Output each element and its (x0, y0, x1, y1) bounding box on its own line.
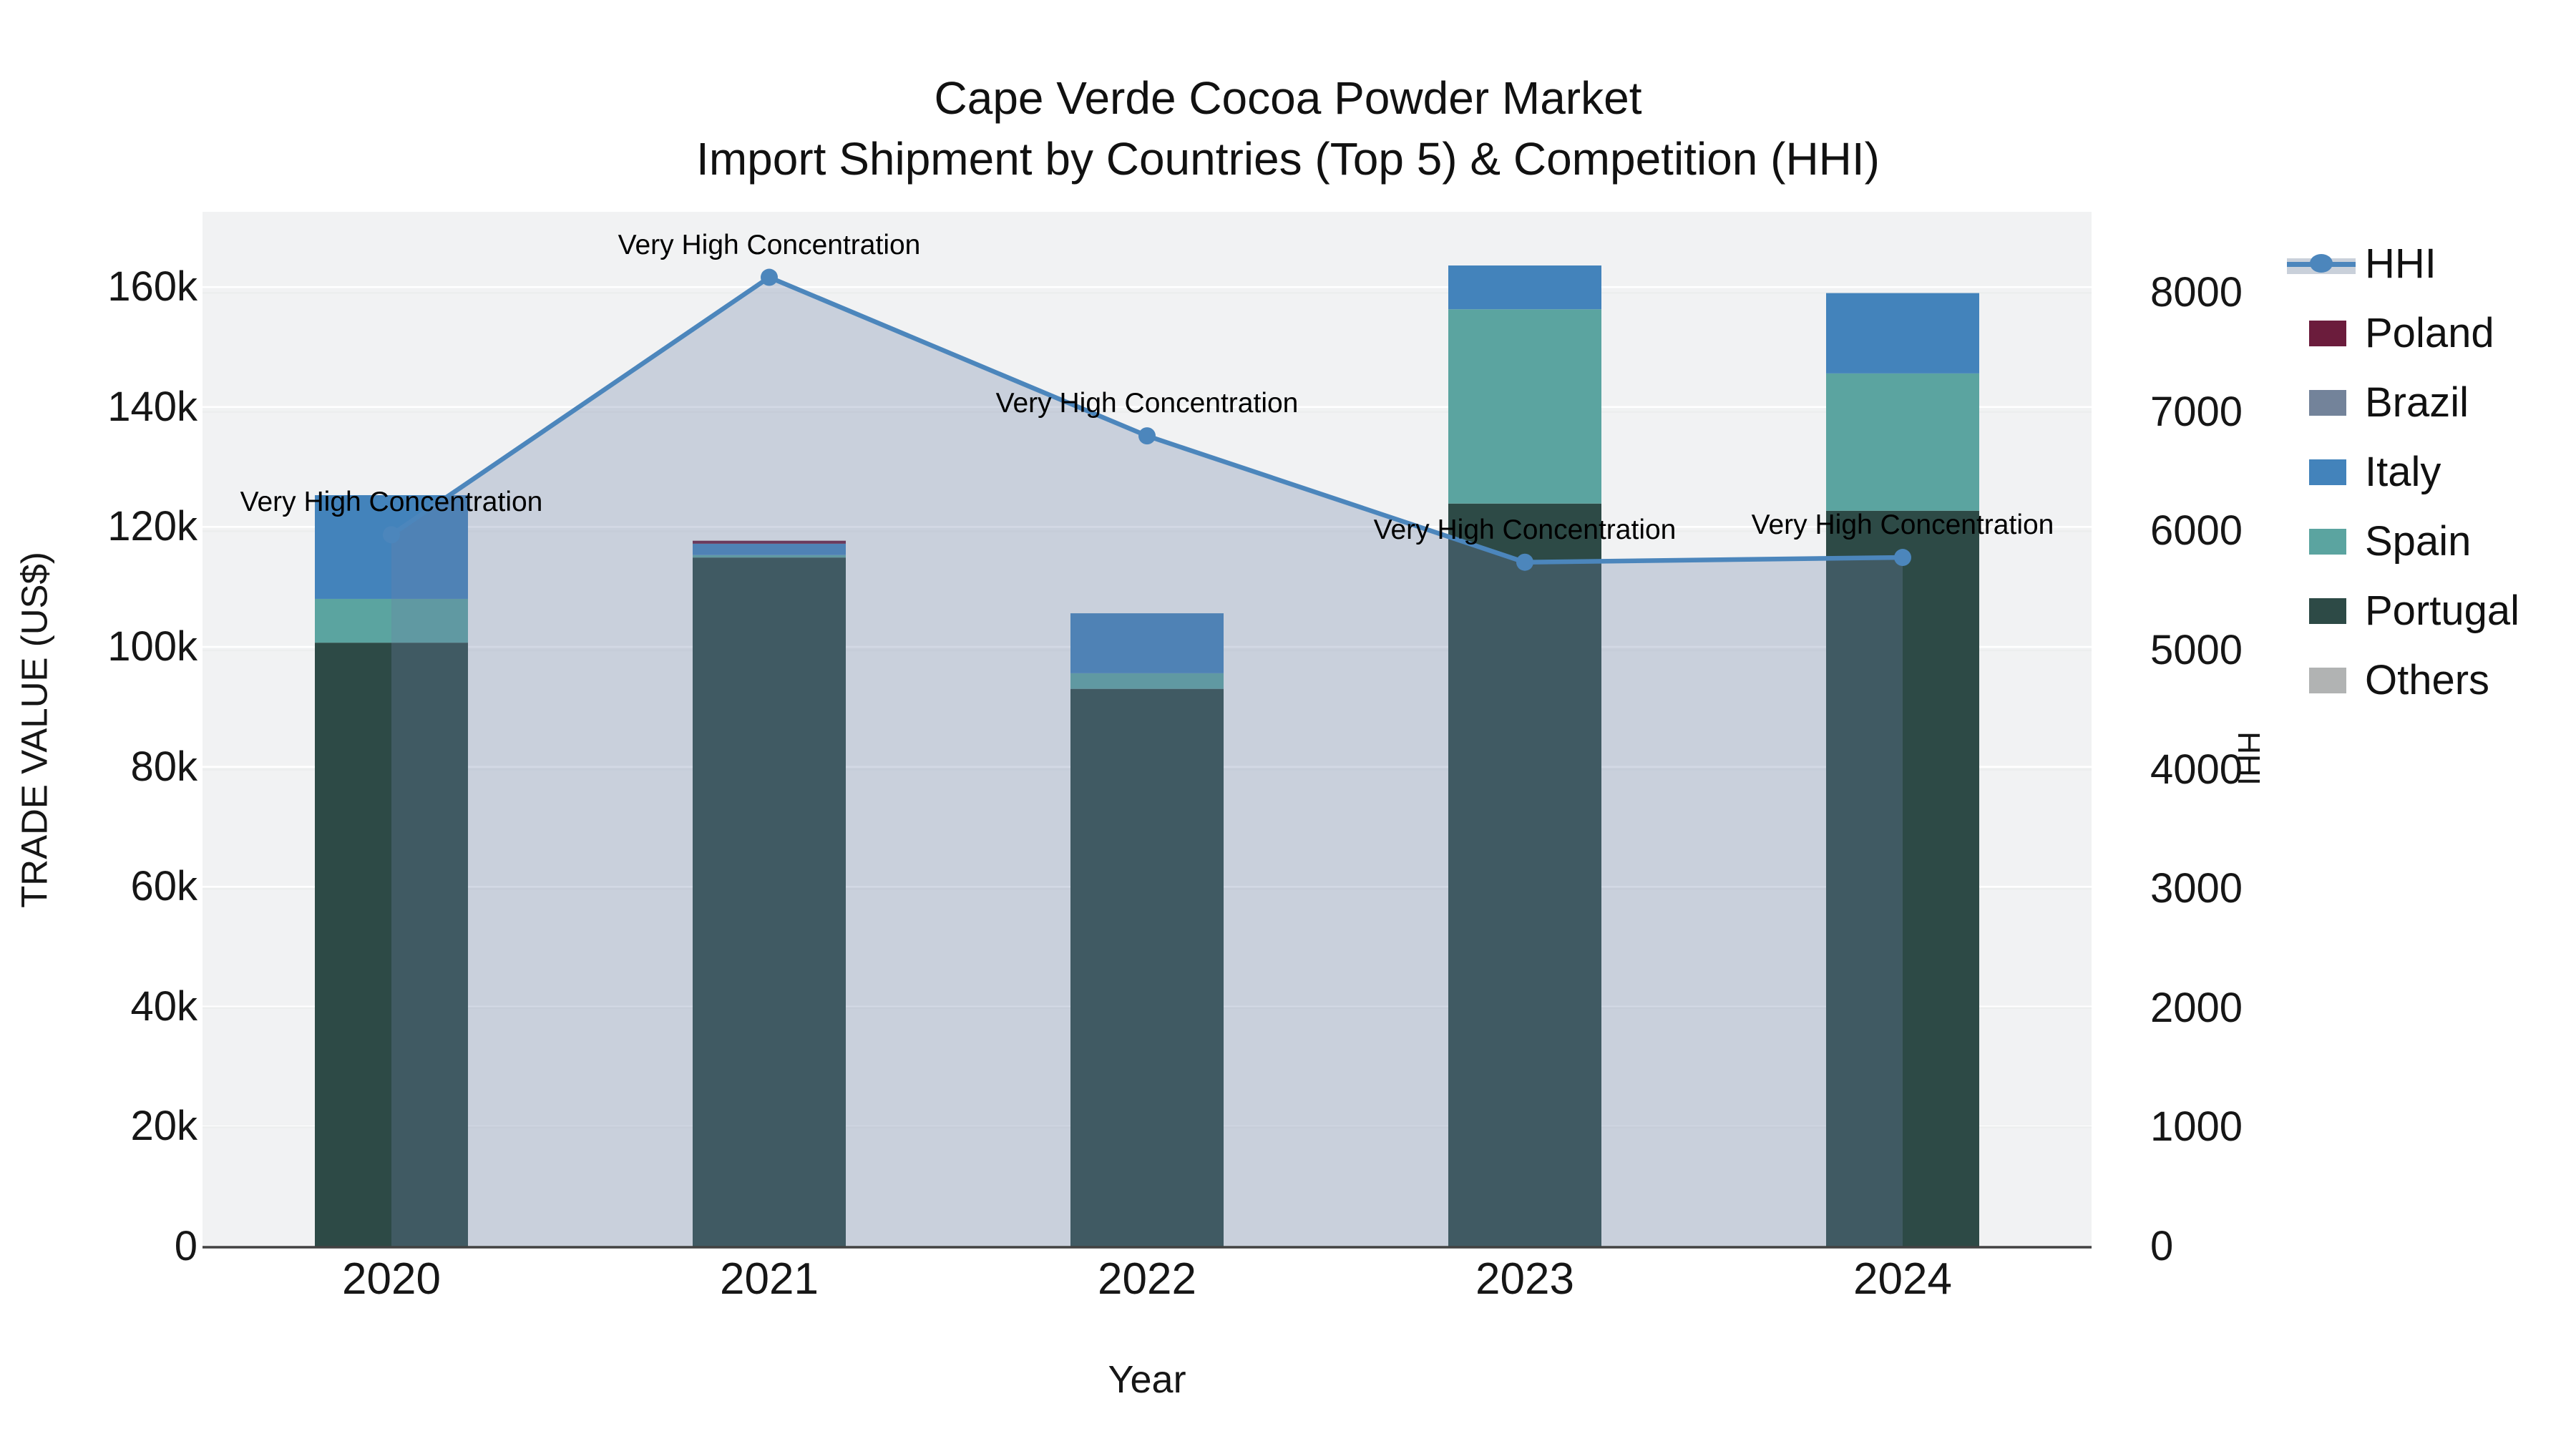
annotation-2020: Very High Concentration (240, 487, 543, 518)
bar-segment-italy-2020 (315, 494, 468, 599)
legend-label-italy: Italy (2365, 448, 2441, 495)
x-axis-title: Year (1108, 1358, 1186, 1401)
legend-swatch-brazil-icon (2309, 389, 2346, 416)
annotation-2021: Very High Concentration (618, 229, 921, 260)
bar-segment-portugal-2023 (1448, 503, 1601, 1246)
y-right-tick: 6000 (2150, 507, 2243, 555)
y-left-tick: 120k (107, 503, 197, 550)
y-right-tick: 1000 (2150, 1103, 2243, 1151)
y-left-tick: 60k (130, 863, 197, 910)
x-tick: 2023 (1475, 1254, 1574, 1304)
bar-segment-spain-2022 (1070, 673, 1224, 689)
chart-title: Cape Verde Cocoa Powder Market Import Sh… (0, 68, 2576, 190)
bar-segment-spain-2023 (1448, 309, 1601, 504)
bar-segment-portugal-2020 (315, 643, 468, 1246)
bar-segment-spain-2020 (315, 598, 468, 643)
bar-segment-italy-2024 (1826, 293, 1979, 374)
bar-segment-poland-2021 (693, 540, 846, 544)
annotation-2023: Very High Concentration (1373, 514, 1677, 545)
annotation-2022: Very High Concentration (995, 388, 1299, 419)
legend-label-spain: Spain (2365, 517, 2472, 565)
x-tick: 2021 (720, 1254, 819, 1304)
y-left-tick: 80k (130, 743, 197, 790)
y-left-tick: 160k (107, 263, 197, 311)
y-left-tick: 100k (107, 623, 197, 670)
y-right-tick: 5000 (2150, 627, 2243, 673)
y-right-tick: 7000 (2150, 388, 2243, 435)
legend-item-portugal: Portugal (2275, 576, 2576, 645)
bar-segment-portugal-2021 (693, 557, 846, 1246)
legend-item-others: Others (2275, 645, 2576, 715)
legend-swatch-others-icon (2309, 667, 2346, 693)
chart-title-line1: Cape Verde Cocoa Powder Market (934, 72, 1642, 124)
y-left-axis-title: TRADE VALUE (US$) (14, 552, 55, 908)
hhi-area-fill (391, 277, 1903, 1246)
hhi-marker-2022 (1138, 427, 1156, 445)
y-right-tick: 4000 (2150, 746, 2243, 793)
legend-swatch-portugal-icon (2309, 597, 2346, 624)
hhi-marker-2024 (1894, 549, 1911, 567)
chart-title-line2: Import Shipment by Countries (Top 5) & C… (696, 133, 1880, 185)
x-tick: 2022 (1098, 1254, 1196, 1304)
bar-segment-spain-2024 (1826, 373, 1979, 511)
y-right-tick: 0 (2150, 1223, 2174, 1269)
legend-item-brazil: Brazil (2275, 368, 2576, 437)
legend-label-others: Others (2365, 656, 2490, 703)
bar-segment-italy-2022 (1070, 613, 1224, 673)
x-tick: 2024 (1853, 1254, 1952, 1304)
legend-swatch-poland-icon (2309, 320, 2346, 346)
bar-segment-portugal-2022 (1070, 688, 1224, 1246)
bar-segment-italy-2023 (1448, 265, 1601, 310)
y-right-tick: 8000 (2150, 269, 2243, 316)
legend-item-italy: Italy (2275, 437, 2576, 507)
hhi-marker-2021 (761, 268, 778, 286)
legend-item-poland: Poland (2275, 298, 2576, 368)
legend-label-brazil: Brazil (2365, 379, 2469, 426)
y-right-tick: 2000 (2150, 984, 2243, 1031)
legend-swatch-hhi-line-icon (2287, 251, 2356, 277)
legend-swatch-italy-icon (2309, 459, 2346, 485)
annotation-2024: Very High Concentration (1751, 509, 2054, 541)
y-right-tick: 3000 (2150, 865, 2243, 912)
hhi-marker-dot-icon (2310, 253, 2333, 273)
legend-swatch-spain-icon (2309, 528, 2346, 555)
legend-label-portugal: Portugal (2365, 587, 2520, 634)
x-tick: 2020 (342, 1254, 441, 1304)
legend-label-poland: Poland (2365, 309, 2494, 356)
legend-item-spain: Spain (2275, 507, 2576, 576)
bar-segment-italy-2021 (693, 543, 846, 555)
bar-segment-spain-2021 (693, 555, 846, 558)
y-left-tick: 0 (174, 1223, 197, 1269)
legend-item-hhi: HHI (2275, 229, 2576, 298)
y-left-tick: 140k (107, 383, 197, 430)
hhi-marker-2023 (1516, 553, 1533, 571)
bar-segment-portugal-2024 (1826, 510, 1979, 1247)
legend-label-hhi: HHI (2365, 240, 2436, 287)
hhi-marker-2020 (383, 526, 400, 544)
y-left-tick: 20k (130, 1103, 197, 1150)
y-left-tick: 40k (130, 982, 197, 1030)
